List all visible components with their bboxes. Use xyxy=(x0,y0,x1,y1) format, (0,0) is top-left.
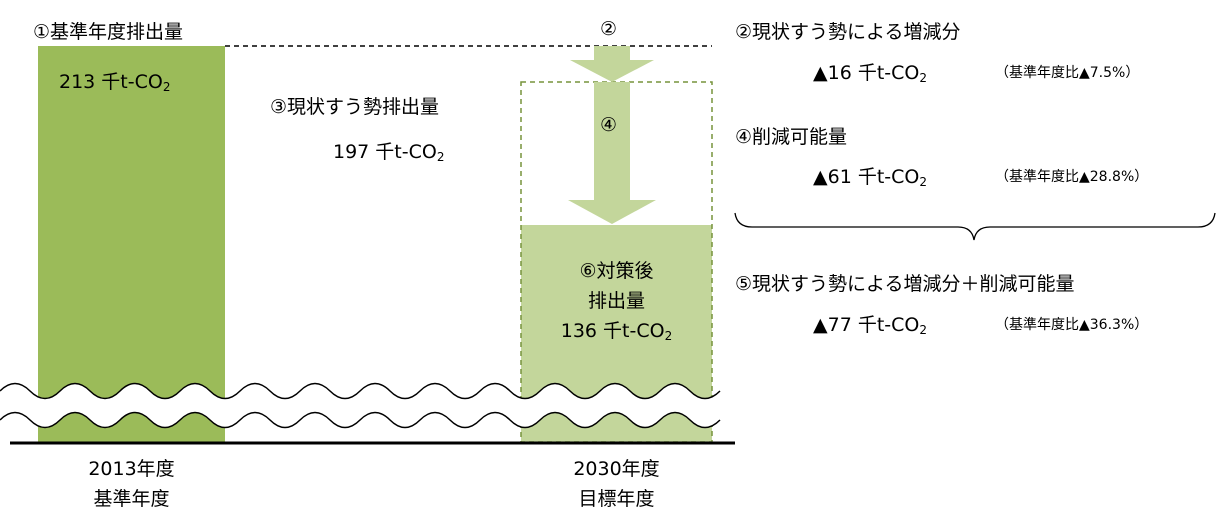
summary-item4-value-text: ▲61 千t-CO xyxy=(813,166,920,188)
summary-item4-ratio: （基準年度比▲28.8%） xyxy=(995,169,1149,185)
label-after-line3-text: 136 千t-CO xyxy=(560,320,665,342)
arrow-reduction xyxy=(568,82,656,224)
category-label-2013: 2013年度 xyxy=(88,458,175,480)
label-trend-value: 197 千t-CO2 xyxy=(333,141,445,164)
summary-item2-value: ▲16 千t-CO2 xyxy=(813,62,927,85)
co2-subscript: 2 xyxy=(919,323,927,337)
label-base-value-text: 213 千t-CO xyxy=(59,71,163,93)
label-base-title: ①基準年度排出量 xyxy=(33,21,184,43)
summary-item2-title: ②現状すう勢による増減分 xyxy=(735,21,961,43)
co2-subscript: 2 xyxy=(919,175,927,189)
co2-subscript: 2 xyxy=(436,150,445,164)
summary-item4-value: ▲61 千t-CO2 xyxy=(813,166,927,189)
label-trend-title: ③現状すう勢排出量 xyxy=(270,96,440,118)
summary-item5-ratio: （基準年度比▲36.3%） xyxy=(995,317,1149,333)
category-sublabel-2030: 目標年度 xyxy=(578,488,655,510)
summary-item5-value-text: ▲77 千t-CO xyxy=(813,314,920,336)
label-base-value: 213 千t-CO2 xyxy=(59,71,171,94)
marker-2: ② xyxy=(600,18,618,40)
label-after-line1: ⑥対策後 xyxy=(579,260,654,282)
summary-item4-title: ④削減可能量 xyxy=(735,126,848,148)
summary-item5-value: ▲77 千t-CO2 xyxy=(813,314,927,337)
category-label-2030: 2030年度 xyxy=(573,458,660,480)
summary-item5-title: ⑤現状すう勢による増減分＋削減可能量 xyxy=(735,273,1075,295)
label-trend-value-text: 197 千t-CO xyxy=(333,141,437,163)
co2-subscript: 2 xyxy=(919,71,927,85)
trend-dashed-box xyxy=(520,81,713,443)
co2-subscript: 2 xyxy=(162,80,171,94)
summary-item2-value-text: ▲16 千t-CO xyxy=(813,62,920,84)
category-sublabel-2013: 基準年度 xyxy=(93,488,170,510)
summary-item2-ratio: （基準年度比▲7.5%） xyxy=(995,65,1140,81)
axis-break-waves xyxy=(0,382,721,429)
label-after-line3: 136 千t-CO2 xyxy=(521,320,712,343)
bar-base-year xyxy=(38,46,225,442)
summary-brace xyxy=(734,212,1216,241)
co2-subscript: 2 xyxy=(664,329,673,343)
arrow-trend-change xyxy=(570,46,654,82)
label-after-line2: 排出量 xyxy=(587,290,645,312)
marker-4: ④ xyxy=(600,114,618,136)
